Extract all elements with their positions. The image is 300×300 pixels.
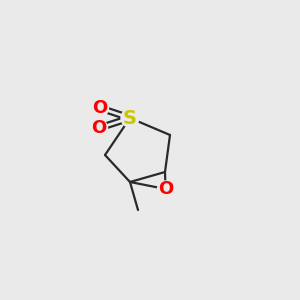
Circle shape [158, 181, 173, 197]
Text: O: O [158, 180, 173, 198]
Text: S: S [123, 109, 137, 128]
Circle shape [92, 100, 109, 116]
Text: O: O [92, 119, 106, 137]
Text: O: O [92, 99, 108, 117]
Circle shape [91, 119, 107, 136]
Circle shape [121, 109, 139, 127]
